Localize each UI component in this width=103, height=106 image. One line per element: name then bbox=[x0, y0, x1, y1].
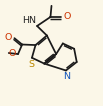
Text: O: O bbox=[9, 49, 16, 58]
Text: N: N bbox=[63, 72, 70, 81]
Text: O: O bbox=[63, 12, 70, 21]
Text: HN: HN bbox=[22, 16, 36, 25]
Text: S: S bbox=[28, 60, 34, 69]
Text: O: O bbox=[5, 33, 12, 42]
